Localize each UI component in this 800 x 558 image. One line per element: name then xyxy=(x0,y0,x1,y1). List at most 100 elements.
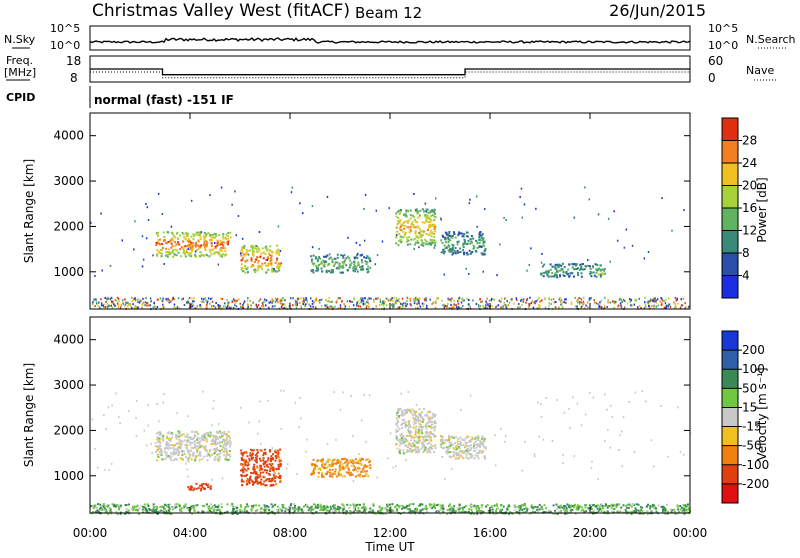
power-cell xyxy=(318,256,320,259)
power-cell xyxy=(189,240,191,243)
velocity-cell xyxy=(151,452,153,454)
velocity-cell xyxy=(125,504,128,506)
velocity-cell xyxy=(174,503,177,506)
velocity-cell xyxy=(415,435,418,438)
power-cell xyxy=(246,271,249,274)
velocity-cell xyxy=(111,503,114,506)
velocity-cell xyxy=(271,457,274,459)
velocity-cell xyxy=(364,505,367,508)
power-cell xyxy=(379,300,382,303)
velocity-cell xyxy=(417,432,420,435)
power-cell xyxy=(199,238,202,241)
velocity-cell xyxy=(338,506,341,508)
power-cell xyxy=(165,298,167,301)
velocity-cell xyxy=(408,435,411,437)
power-cell xyxy=(139,299,141,302)
velocity-cell xyxy=(647,503,649,506)
power-cell xyxy=(620,299,623,301)
power-cell xyxy=(569,272,572,275)
power-cell xyxy=(366,268,369,271)
power-cell xyxy=(481,234,484,237)
power-cell xyxy=(573,216,576,219)
power-cell xyxy=(352,269,355,272)
velocity-cell xyxy=(522,511,525,514)
power-cell xyxy=(407,219,410,222)
power-cell xyxy=(550,303,552,305)
velocity-cell xyxy=(176,503,179,506)
colorbar-segment xyxy=(722,426,738,447)
velocity-cell xyxy=(350,473,353,476)
velocity-cell xyxy=(403,409,406,412)
velocity-cell xyxy=(418,408,421,411)
velocity-cell xyxy=(195,451,198,454)
power-cell xyxy=(428,218,431,221)
velocity-cell xyxy=(345,460,348,463)
velocity-cell xyxy=(196,436,199,439)
velocity-cell xyxy=(425,507,428,510)
velocity-cell xyxy=(265,505,268,507)
power-cell xyxy=(410,304,412,307)
velocity-cell xyxy=(421,416,424,419)
velocity-cell xyxy=(412,442,415,445)
velocity-cell xyxy=(189,443,192,446)
power-cell xyxy=(630,298,633,301)
velocity-cell xyxy=(262,471,265,474)
velocity-cell xyxy=(357,507,360,510)
x-tick-label: 04:00 xyxy=(173,526,208,540)
velocity-cell xyxy=(622,416,625,419)
velocity-cell xyxy=(465,442,468,445)
velocity-cell xyxy=(339,468,342,471)
velocity-cell xyxy=(406,449,409,451)
velocity-cell xyxy=(398,408,400,411)
power-cell xyxy=(462,299,465,302)
velocity-cell xyxy=(277,472,280,475)
power-cell xyxy=(421,241,424,244)
power-cell xyxy=(220,242,223,245)
power-cell xyxy=(257,264,260,267)
velocity-cell xyxy=(198,437,201,440)
velocity-cell xyxy=(222,438,225,441)
velocity-cell xyxy=(426,448,429,451)
power-cell xyxy=(425,210,428,213)
velocity-cell xyxy=(321,458,323,461)
power-cell xyxy=(142,301,144,304)
power-cell xyxy=(664,302,667,305)
power-cell xyxy=(220,243,223,246)
velocity-cell xyxy=(422,451,425,454)
power-cell xyxy=(407,226,410,229)
power-cell xyxy=(645,306,647,309)
velocity-cell xyxy=(405,506,408,509)
colorbar-tick-label: -200 xyxy=(742,477,769,491)
velocity-cell xyxy=(225,449,228,452)
velocity-cell xyxy=(254,460,257,463)
power-cell xyxy=(373,300,375,303)
power-cell xyxy=(598,305,600,308)
power-cell xyxy=(170,246,173,249)
power-cell xyxy=(496,274,498,277)
power-cell xyxy=(229,236,232,239)
velocity-cell xyxy=(426,422,428,425)
velocity-cell xyxy=(420,447,423,450)
power-cell xyxy=(210,244,213,247)
velocity-cell xyxy=(414,448,417,451)
velocity-cell xyxy=(145,444,148,447)
power-cell xyxy=(205,244,208,247)
velocity-cell xyxy=(280,427,282,430)
power-cell xyxy=(123,305,126,308)
velocity-cell xyxy=(263,476,266,479)
power-cell xyxy=(580,265,583,268)
power-cell xyxy=(483,306,485,308)
velocity-cell xyxy=(386,503,389,506)
velocity-cell xyxy=(425,431,427,434)
freq-label-line1: Freq. xyxy=(6,54,33,67)
power-cell xyxy=(275,261,278,264)
velocity-cell xyxy=(639,510,642,513)
power-cell xyxy=(562,301,564,304)
power-cell xyxy=(114,304,116,307)
power-cell xyxy=(187,238,190,240)
power-cell xyxy=(638,297,640,300)
velocity-cell xyxy=(504,440,506,443)
power-cell xyxy=(487,303,489,306)
velocity-cell xyxy=(274,467,277,470)
power-cell xyxy=(540,272,543,275)
